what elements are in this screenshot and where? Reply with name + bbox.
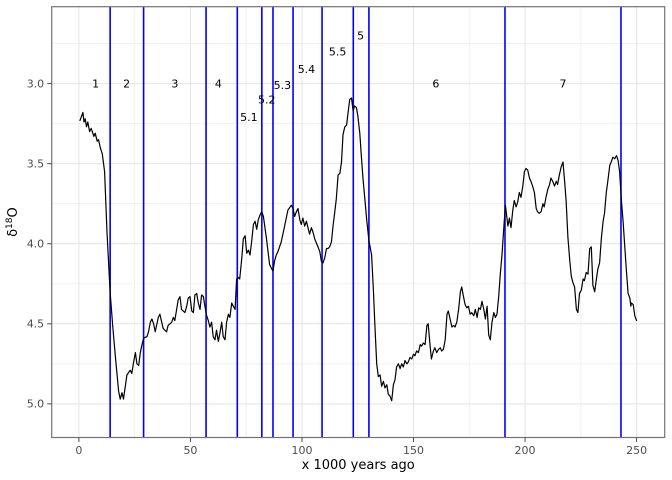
x-tick-label: 0 <box>75 444 82 457</box>
axis-tick-marks <box>47 83 638 442</box>
d18o-curve <box>79 97 638 402</box>
y-tick-labels: 3.0 3.5 4.0 4.5 5.0 <box>27 77 45 410</box>
x-tick-label: 50 <box>183 444 197 457</box>
stage-label-1: 1 <box>92 78 99 91</box>
panel-border <box>51 6 666 439</box>
y-axis-title: δ18O <box>5 207 21 237</box>
x-tick-labels: 0 50 100 150 200 250 <box>75 444 647 457</box>
d18o-series-line <box>79 97 638 402</box>
stage-label-5.1: 5.1 <box>240 111 258 124</box>
stage-label-5.3: 5.3 <box>274 79 292 92</box>
y-tick-label: 3.0 <box>27 77 45 90</box>
x-tick-label: 200 <box>515 444 536 457</box>
stage-boundary-lines <box>109 6 622 438</box>
x-axis-title: x 1000 years ago <box>302 458 415 473</box>
x-tick-label: 250 <box>626 444 647 457</box>
stage-label-6: 6 <box>432 78 439 91</box>
stage-label-3: 3 <box>171 78 178 91</box>
stage-label-5.4: 5.4 <box>298 63 316 76</box>
gridlines-minor <box>51 6 665 438</box>
y-tick-label: 4.0 <box>27 238 45 251</box>
stage-label-5.2: 5.2 <box>258 94 276 107</box>
stage-label-2: 2 <box>123 78 130 91</box>
stage-label-7: 7 <box>559 78 566 91</box>
y-tick-label: 3.5 <box>27 157 45 170</box>
x-tick-label: 150 <box>403 444 424 457</box>
y-tick-label: 4.5 <box>27 318 45 331</box>
x-tick-label: 100 <box>291 444 312 457</box>
stage-label-5: 5 <box>357 30 364 43</box>
stage-label-5.5: 5.5 <box>329 46 347 59</box>
stage-labels: 1 2 3 4 5.15.2 5.3 5.4 5.5 5 6 7 <box>92 30 566 125</box>
y-tick-label: 5.0 <box>27 398 45 411</box>
stage-label-4: 4 <box>215 78 222 91</box>
